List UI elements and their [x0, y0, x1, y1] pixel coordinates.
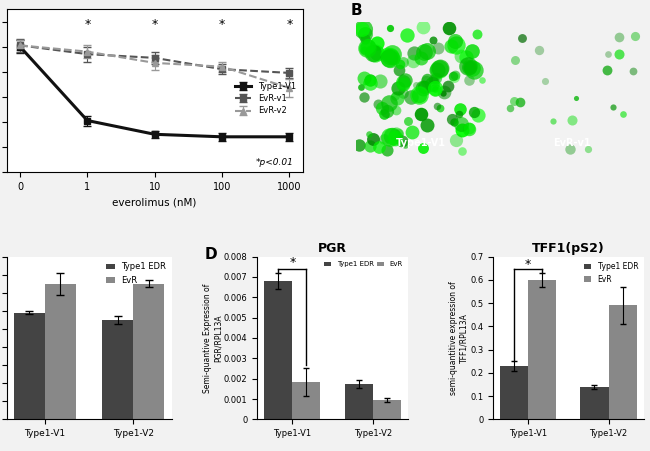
Y-axis label: semi-quantitive expression of
TFF1/RPL13A: semi-quantitive expression of TFF1/RPL13… — [449, 281, 469, 395]
Text: B: B — [350, 3, 362, 18]
Text: *: * — [525, 258, 531, 271]
Bar — [133, 284, 164, 419]
Text: *p<0.01: *p<0.01 — [256, 158, 294, 167]
Bar — [372, 400, 401, 419]
Bar — [344, 384, 372, 419]
Legend: Type1 EDR, EvR: Type1 EDR, EvR — [322, 260, 404, 269]
Legend: Type1-V1, EvR-v1, EvR-v2: Type1-V1, EvR-v1, EvR-v2 — [232, 79, 298, 118]
Text: D: D — [205, 247, 217, 262]
Text: *: * — [151, 18, 158, 31]
Y-axis label: Semi-quantive Expression of
PGR/RPL13A: Semi-quantive Expression of PGR/RPL13A — [203, 283, 222, 393]
Text: *: * — [84, 18, 90, 31]
Bar — [292, 382, 320, 419]
Bar — [45, 284, 76, 419]
Bar — [580, 387, 608, 419]
X-axis label: everolimus (nM): everolimus (nM) — [112, 197, 197, 207]
Legend: Type1 EDR, EvR: Type1 EDR, EvR — [582, 260, 640, 285]
Title: TFF1(pS2): TFF1(pS2) — [532, 242, 604, 255]
Text: *: * — [289, 256, 296, 269]
Legend: Type1 EDR, EvR: Type1 EDR, EvR — [105, 261, 168, 286]
Bar — [528, 280, 556, 419]
Bar — [500, 366, 528, 419]
Text: *: * — [219, 18, 225, 31]
Bar — [103, 320, 133, 419]
Bar — [264, 281, 292, 419]
Bar — [608, 305, 636, 419]
Text: *: * — [286, 18, 292, 31]
Bar — [14, 313, 45, 419]
Title: PGR: PGR — [318, 242, 347, 255]
